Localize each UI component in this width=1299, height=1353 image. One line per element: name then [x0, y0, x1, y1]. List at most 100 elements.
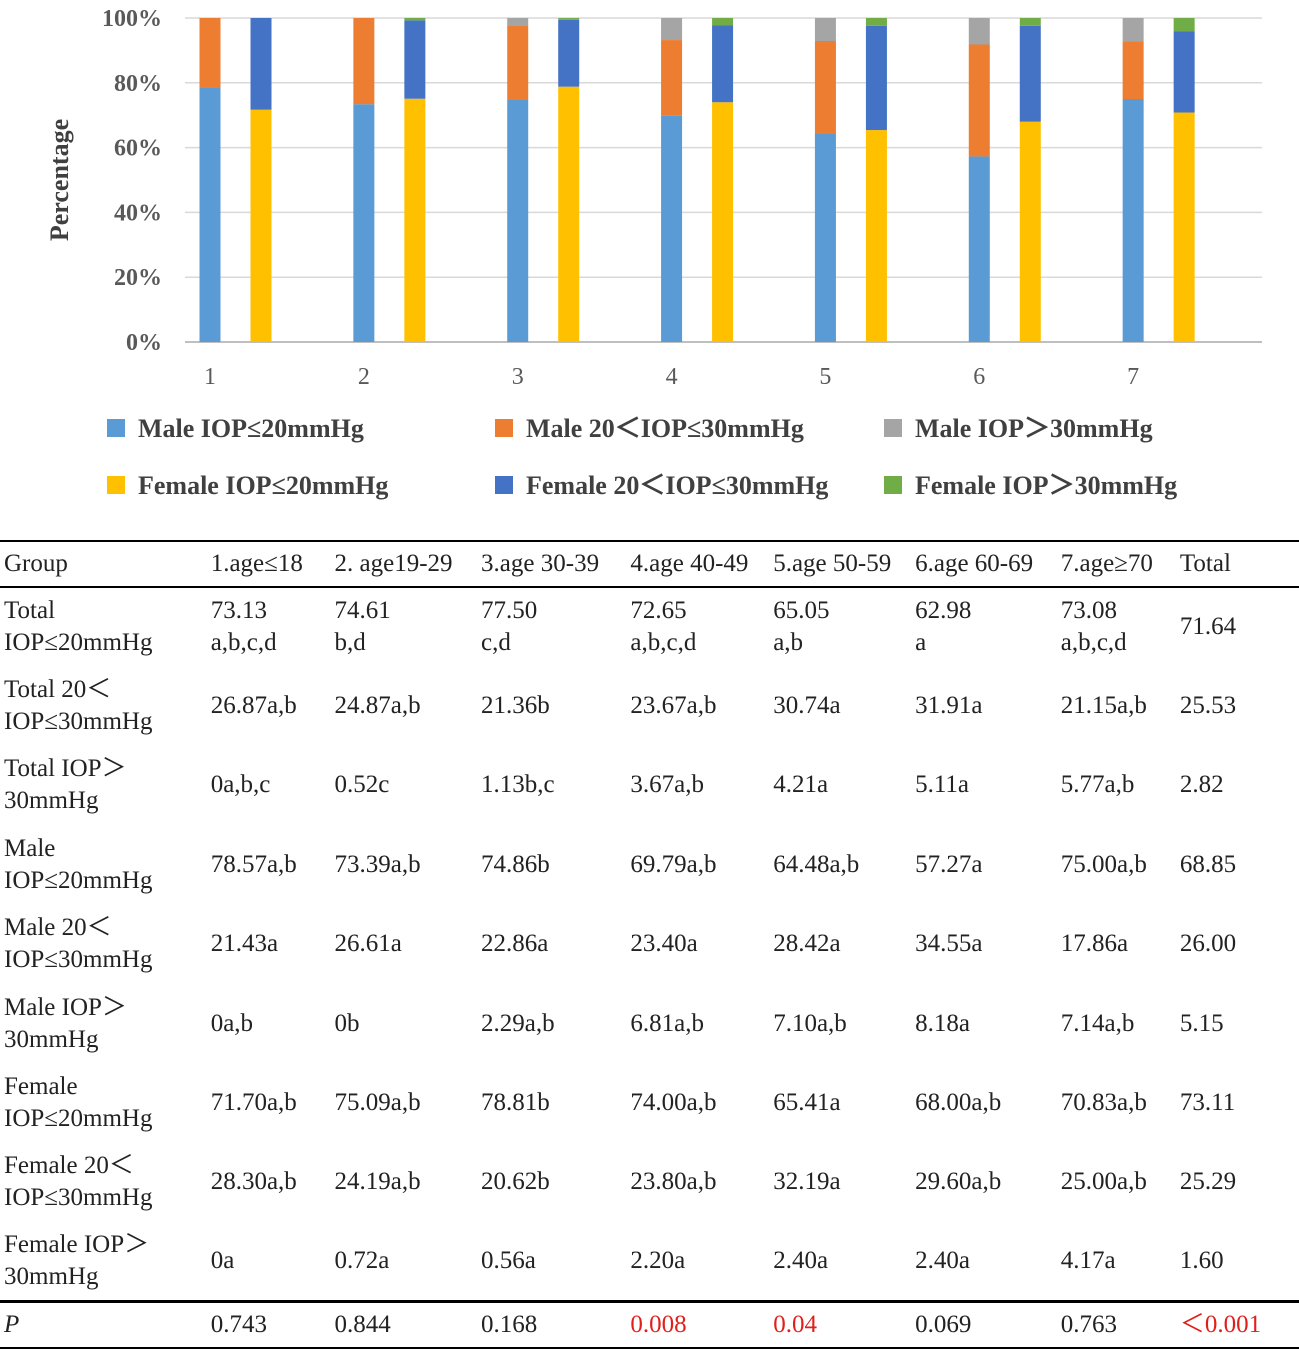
- table-cell: 68.00a,b: [915, 1089, 1002, 1117]
- table-row: Total IOP≤20mmHg 73.13 a,b,c,d 74.61 b,d 77.50…: [0, 587, 1299, 666]
- table-cell: 4.21a: [773, 771, 829, 799]
- legend-label: Female 20＜IOP≤30mmHg: [526, 471, 828, 500]
- bar-segment: [199, 87, 221, 342]
- table-cell: 26.87a,b: [210, 692, 297, 720]
- table-cell: 2.20a: [630, 1247, 686, 1275]
- bar-segment: [661, 40, 683, 116]
- table-cell: 23.40a: [630, 930, 698, 958]
- p-value-cell: 0.168: [481, 1310, 538, 1338]
- table-cell: 7.10a,b: [773, 1009, 847, 1037]
- table-cell: 25.53: [1179, 692, 1237, 720]
- p-value-cell: 0.008: [630, 1310, 687, 1338]
- row-label-cell: Total IOP≤20mmHg: [4, 597, 153, 657]
- bar-segment: [865, 25, 887, 131]
- x-tick-label: 4: [666, 364, 678, 390]
- table-cell: 0a: [210, 1247, 235, 1275]
- p-value-cell: 0.04: [773, 1310, 817, 1338]
- table-cell: 0b: [334, 1009, 360, 1037]
- legend-swatch: [107, 419, 125, 437]
- table-cell: 26.00: [1179, 930, 1237, 958]
- table-cell: 74.86b: [481, 850, 550, 878]
- p-value-cell: 0.844: [334, 1310, 391, 1338]
- table-cell: 6.81a,b: [630, 1009, 704, 1037]
- table-cell: 30.74a: [773, 692, 841, 720]
- bar-segment: [712, 25, 734, 103]
- table-cell: 0.52c: [334, 771, 390, 799]
- p-value-cell: ＜0.001: [1179, 1310, 1262, 1338]
- bar-segment: [1019, 121, 1041, 343]
- table-cell: 65.05 a,b: [773, 597, 830, 657]
- row-label-cell: Male 20＜ IOP≤30mmHg: [4, 914, 153, 974]
- x-tick-label: 3: [512, 364, 524, 390]
- row-label-cell: Female IOP≤20mmHg: [4, 1073, 153, 1133]
- table-cell: 2.29a,b: [481, 1009, 555, 1037]
- table-row: Male IOP＞ 30mmHg 0a,b 0b 2.29a,b 6.81a,b 7.10a…: [0, 984, 1299, 1063]
- table-cell: 23.80a,b: [630, 1168, 717, 1196]
- table-cell: 20.62b: [481, 1168, 550, 1196]
- y-tick-label: 40%: [114, 200, 162, 226]
- table-cell: 21.15a,b: [1060, 692, 1147, 720]
- table-cell: 73.11: [1179, 1089, 1236, 1117]
- table-cell: 32.19a: [773, 1168, 841, 1196]
- x-tick-label: 5: [819, 364, 831, 390]
- bar-segment: [404, 18, 426, 21]
- bar-segment: [661, 115, 683, 342]
- chart-legend: Male IOP≤20mmHg Male 20＜IOP≤30mmHg Male IO…: [107, 414, 1177, 500]
- stacked-bar-chart: 0% 20% 40% 60% 80% 100% 1 2 3 4 5 6 7 Percentage Ma…: [45, 6, 1262, 500]
- table-cell: 69.79a,b: [630, 850, 717, 878]
- table-row: Total 20＜ IOP≤30mmHg 26.87a,b 24.87a,b 21.36…: [0, 666, 1299, 745]
- bar-segment: [353, 104, 375, 342]
- table-row: Male IOP≤20mmHg 78.57a,b 73.39a,b 74.86b 69.7…: [0, 825, 1299, 904]
- table-cell: 2.40a: [773, 1247, 829, 1275]
- bar-segment: [814, 133, 836, 342]
- row-label-cell: Female 20＜ IOP≤30mmHg: [4, 1152, 153, 1212]
- table-cell: 28.42a: [773, 930, 841, 958]
- p-value-label: P: [4, 1310, 20, 1338]
- table-cell: 77.50 c,d: [481, 597, 538, 657]
- y-axis-ticks: 0% 20% 40% 60% 80% 100%: [102, 6, 162, 356]
- table-cell: 26.61a: [334, 930, 402, 958]
- table-header-cell: 4.age 40-49: [630, 550, 749, 577]
- table-cell: 29.60a,b: [915, 1168, 1002, 1196]
- bar-segment: [1173, 18, 1195, 32]
- table-cell: 34.55a: [915, 930, 983, 958]
- table-cell: 4.17a: [1060, 1247, 1116, 1275]
- bar-segment: [1122, 99, 1144, 342]
- legend-label: Female IOP＞30mmHg: [915, 471, 1177, 500]
- table-header-cell: Group: [4, 550, 68, 577]
- table-header-cell: 3.age 30-39: [481, 550, 600, 577]
- bar-segment: [507, 99, 529, 342]
- x-tick-label: 7: [1127, 364, 1139, 390]
- x-tick-label: 2: [358, 364, 370, 390]
- bar-segment: [712, 102, 734, 343]
- row-label-cell: Total 20＜ IOP≤30mmHg: [4, 676, 153, 736]
- bar-segment: [558, 18, 580, 20]
- table-cell: 3.67a,b: [630, 771, 704, 799]
- table-cell: 0.72a: [334, 1247, 390, 1275]
- table-header-cell: 7.age≥70: [1060, 550, 1153, 577]
- table-cell: 62.98 a: [915, 597, 972, 657]
- bar-segment: [814, 18, 836, 42]
- bar-segment: [968, 156, 990, 342]
- table-cell: 71.70a,b: [210, 1089, 297, 1117]
- table-cell: 74.61 b,d: [334, 597, 391, 657]
- table-cell: 71.64: [1179, 613, 1237, 641]
- table-cell: 72.65 a,b,c,d: [630, 597, 697, 657]
- table-row: Female IOP≤20mmHg 71.70a,b 75.09a,b 78.81b 74…: [0, 1063, 1299, 1142]
- legend-swatch: [884, 476, 902, 494]
- legend-swatch: [884, 419, 902, 437]
- bar-segment: [353, 18, 375, 105]
- table-cell: 73.39a,b: [334, 850, 421, 878]
- p-value-cell: 0.763: [1060, 1310, 1117, 1338]
- table-row: Female 20＜ IOP≤30mmHg 28.30a,b 24.19a,b 20.6…: [0, 1143, 1299, 1222]
- legend-label: Male IOP≤20mmHg: [138, 414, 364, 443]
- table-cell: 2.82: [1179, 771, 1224, 799]
- bar-segment: [661, 18, 683, 41]
- legend-swatch: [107, 476, 125, 494]
- bar-segment: [1122, 18, 1144, 42]
- table-cell: 74.00a,b: [630, 1089, 717, 1117]
- table-header-cell: Total: [1179, 550, 1231, 577]
- bar-segment: [507, 18, 529, 26]
- table-cell: 0a,b: [210, 1009, 254, 1037]
- table-cell: 0.56a: [481, 1247, 536, 1275]
